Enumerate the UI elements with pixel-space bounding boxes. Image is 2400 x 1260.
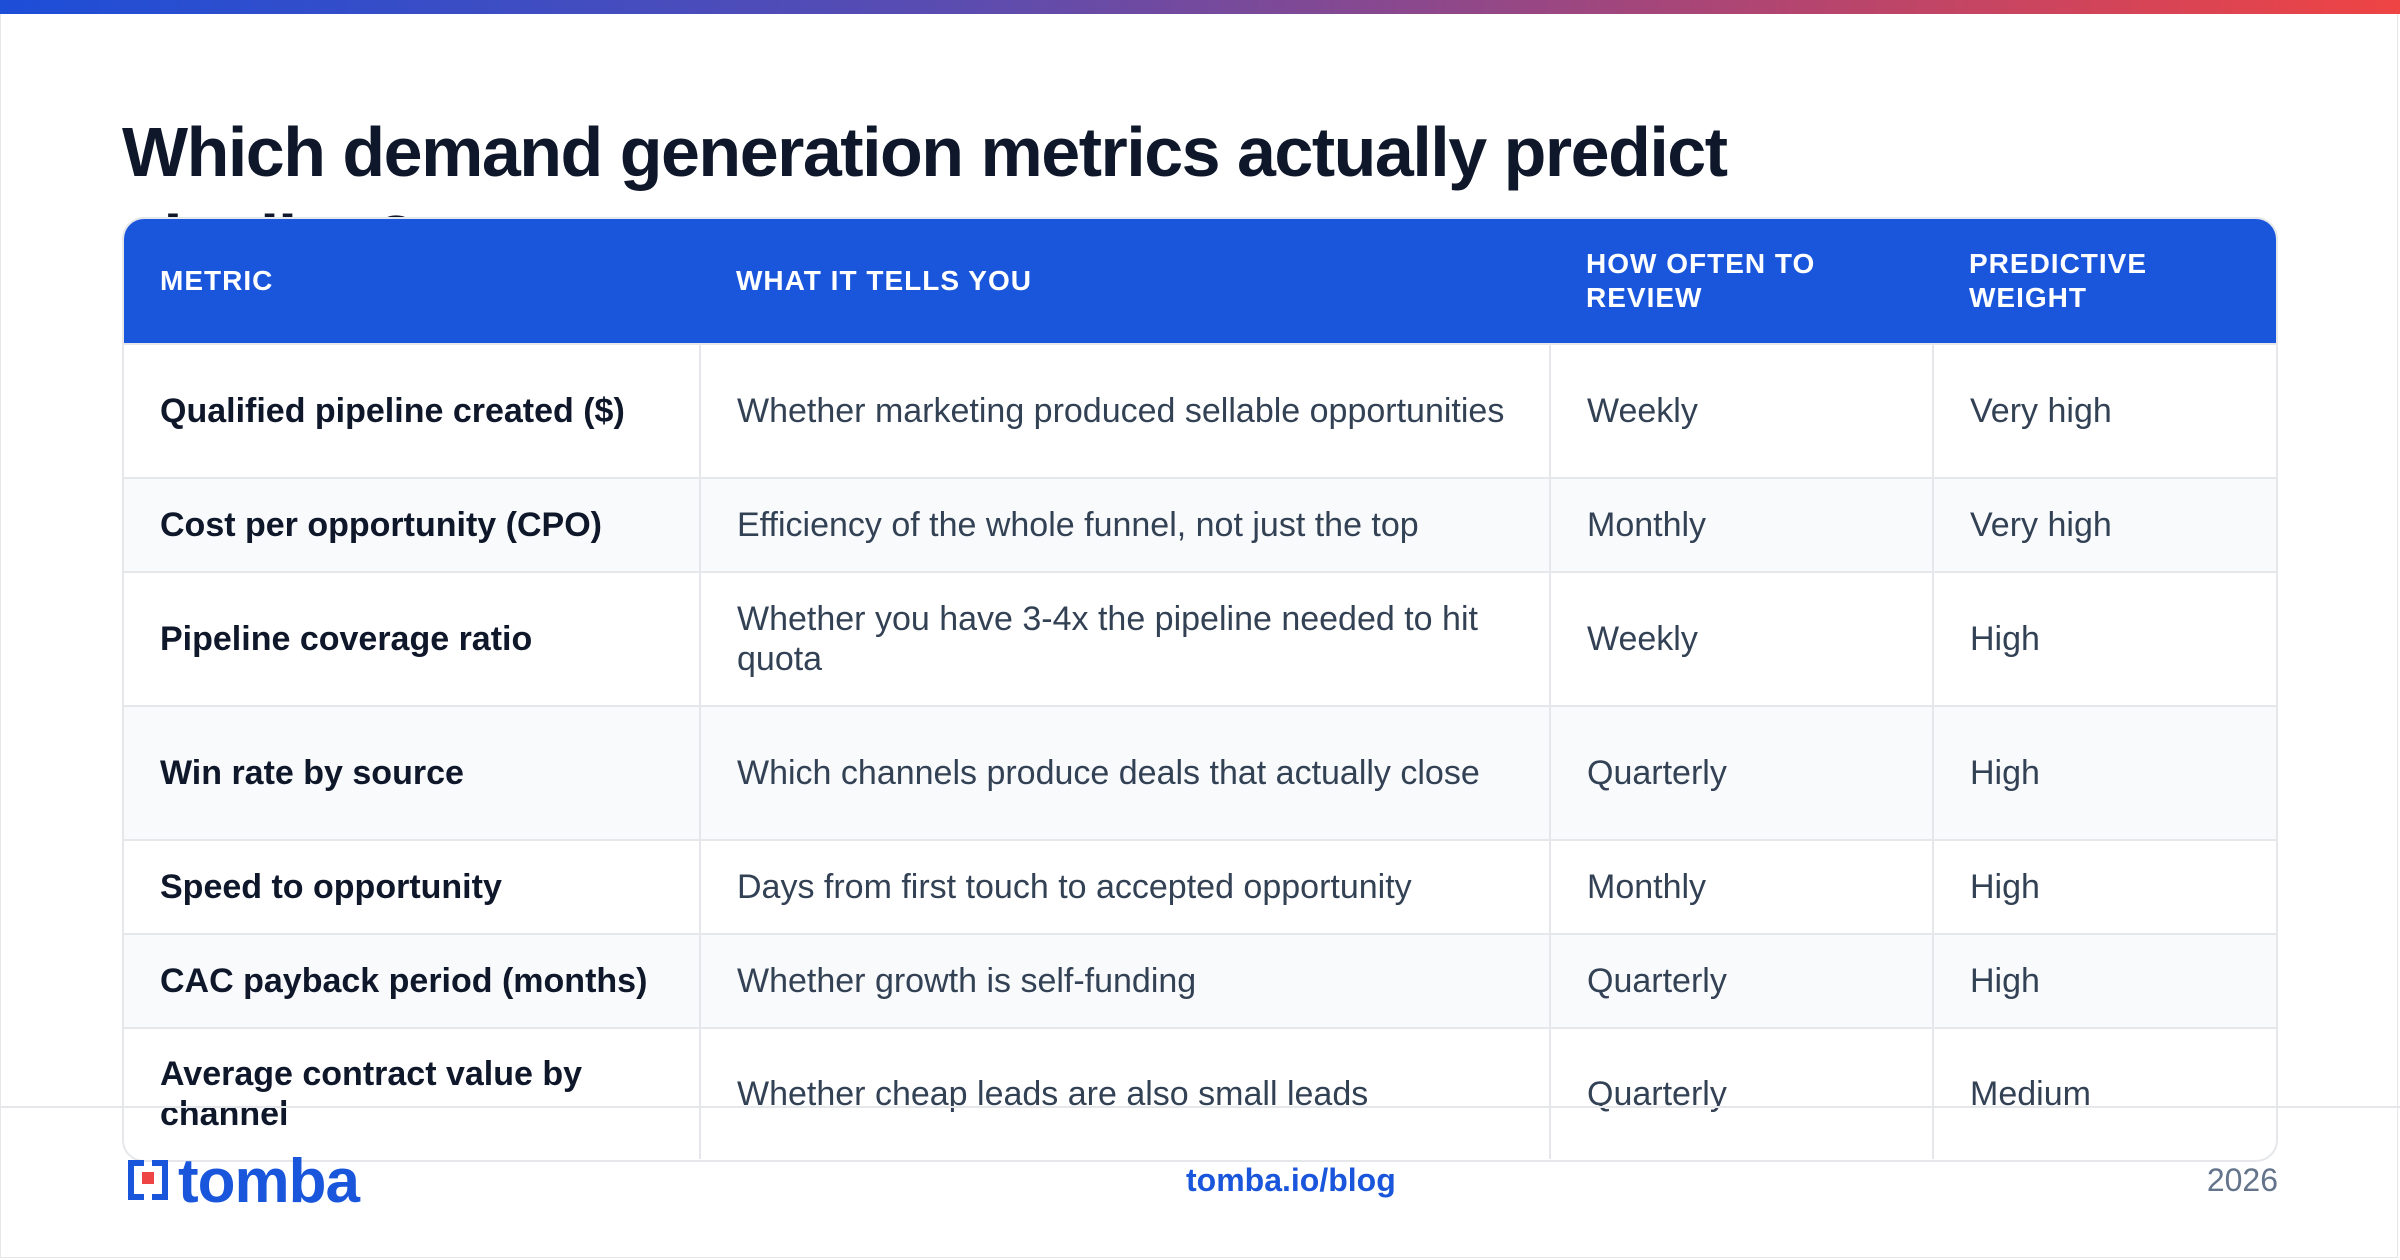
metric-cell: Qualified pipeline created ($): [124, 343, 700, 478]
brand-logo[interactable]: tomba: [122, 1147, 360, 1216]
weight-cell: High: [1932, 705, 2276, 840]
weight-cell: Very high: [1932, 477, 2276, 572]
header-what-it-tells-you: WHAT IT TELLS YOU: [700, 219, 1550, 344]
tells-cell: Which channels produce deals that actual…: [699, 705, 1550, 840]
tells-cell: Efficiency of the whole funnel, not just…: [699, 477, 1550, 572]
review-cell: Quarterly: [1549, 933, 1933, 1028]
review-cell: Monthly: [1549, 477, 1933, 572]
table-row: Pipeline coverage ratio Whether you have…: [124, 571, 2276, 706]
header-review-frequency: HOW OFTEN TO REVIEW: [1550, 219, 1933, 344]
tomba-logo-icon: [122, 1154, 174, 1211]
table-row: Win rate by source Which channels produc…: [124, 705, 2276, 840]
brand-wordmark: tomba: [178, 1147, 360, 1216]
metric-cell: Win rate by source: [124, 705, 700, 840]
review-cell: Monthly: [1549, 839, 1933, 934]
weight-cell: Medium: [1932, 1027, 2276, 1159]
top-gradient-bar: [0, 0, 2400, 14]
weight-cell: High: [1932, 839, 2276, 934]
footer-year: 2026: [2206, 1162, 2278, 1198]
weight-cell: High: [1932, 933, 2276, 1028]
table-row: Qualified pipeline created ($) Whether m…: [124, 343, 2276, 478]
review-cell: Weekly: [1549, 343, 1933, 478]
table-row: CAC payback period (months) Whether grow…: [124, 933, 2276, 1028]
metric-cell: CAC payback period (months): [124, 933, 700, 1028]
footer-divider: [0, 1106, 2400, 1108]
table-header-row: METRIC WHAT IT TELLS YOU HOW OFTEN TO RE…: [124, 219, 2276, 344]
weight-cell: Very high: [1932, 343, 2276, 478]
review-cell: Weekly: [1549, 571, 1933, 706]
metric-cell: Average contract value by channel: [124, 1027, 700, 1159]
table-row: Average contract value by channel Whethe…: [124, 1027, 2276, 1159]
metrics-table: METRIC WHAT IT TELLS YOU HOW OFTEN TO RE…: [124, 219, 2276, 1159]
review-cell: Quarterly: [1549, 705, 1933, 840]
blog-link[interactable]: tomba.io/blog: [1186, 1162, 1396, 1198]
table-row: Cost per opportunity (CPO) Efficiency of…: [124, 477, 2276, 572]
review-cell: Quarterly: [1549, 1027, 1933, 1159]
metric-cell: Speed to opportunity: [124, 839, 700, 934]
tells-cell: Days from first touch to accepted opport…: [699, 839, 1550, 934]
header-metric: METRIC: [124, 219, 700, 344]
tells-cell: Whether cheap leads are also small leads: [699, 1027, 1550, 1159]
table-row: Speed to opportunity Days from first tou…: [124, 839, 2276, 934]
tells-cell: Whether marketing produced sellable oppo…: [699, 343, 1550, 478]
weight-cell: High: [1932, 571, 2276, 706]
header-predictive-weight: PREDICTIVE WEIGHT: [1933, 219, 2276, 344]
tells-cell: Whether you have 3-4x the pipeline neede…: [699, 571, 1550, 706]
metrics-table-card: METRIC WHAT IT TELLS YOU HOW OFTEN TO RE…: [122, 217, 2278, 1162]
metric-cell: Cost per opportunity (CPO): [124, 477, 700, 572]
tells-cell: Whether growth is self-funding: [699, 933, 1550, 1028]
metric-cell: Pipeline coverage ratio: [124, 571, 700, 706]
